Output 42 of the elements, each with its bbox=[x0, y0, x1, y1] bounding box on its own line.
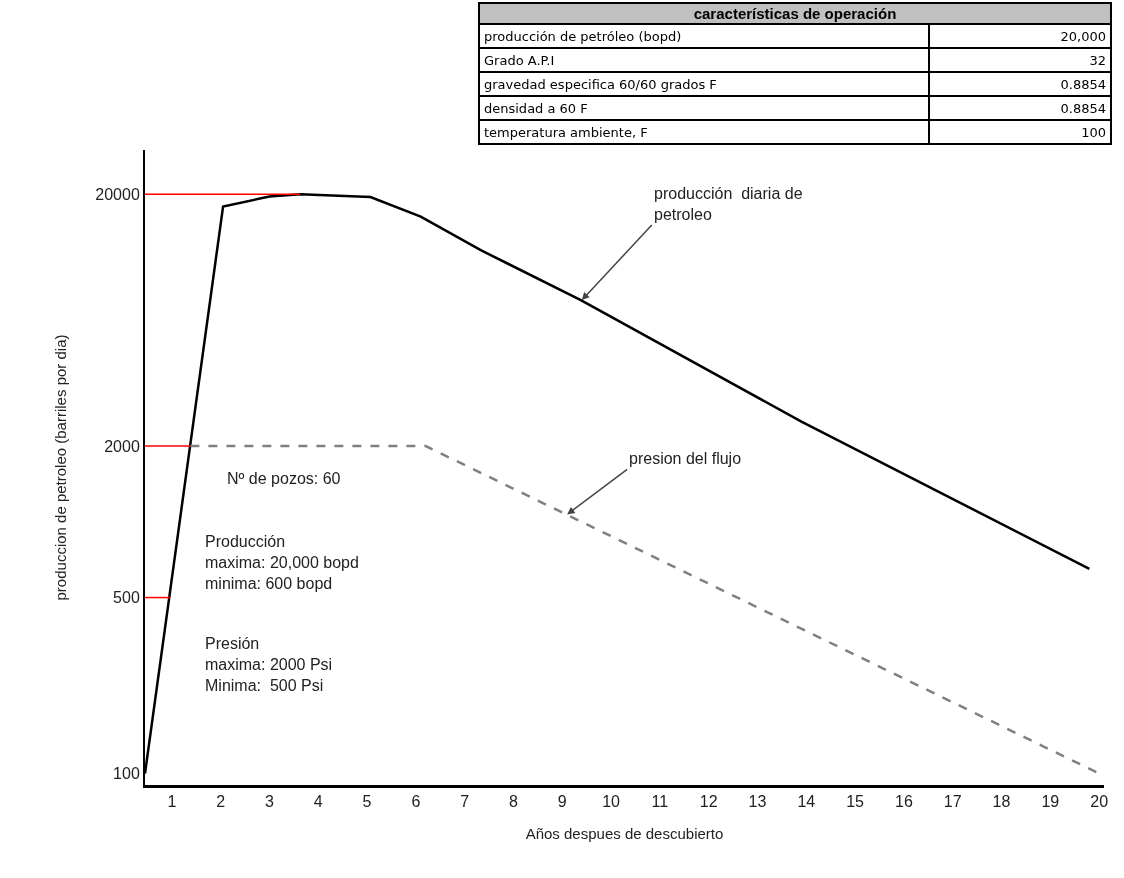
text: 0.8854 bbox=[929, 96, 1111, 120]
y-tick-label: 2000 bbox=[104, 437, 140, 455]
x-tick-label: 6 bbox=[411, 792, 421, 810]
x-tick-label: 4 bbox=[313, 792, 323, 810]
annotation: producción diaria de petroleo bbox=[654, 185, 803, 223]
x-tick-label: 3 bbox=[265, 792, 274, 810]
text: temperatura ambiente, F bbox=[479, 120, 929, 144]
y-tick-label: 20000 bbox=[95, 185, 140, 203]
y-tick-label: 100 bbox=[113, 765, 140, 783]
text: 0.8854 bbox=[929, 72, 1111, 96]
x-tick-label: 17 bbox=[943, 792, 962, 810]
x-tick-label: 7 bbox=[460, 792, 470, 810]
x-tick-label: 16 bbox=[895, 792, 913, 810]
x-tick-label: 14 bbox=[797, 792, 816, 810]
x-tick-label: 1 bbox=[167, 792, 177, 810]
text: producción de petróleo (bopd) bbox=[479, 24, 929, 48]
x-tick-label: 2 bbox=[216, 792, 226, 810]
text: gravedad especifica 60/60 grados F bbox=[479, 72, 929, 96]
x-tick-label: 5 bbox=[362, 792, 372, 810]
x-tick-label: 8 bbox=[509, 792, 519, 810]
text: características de operación bbox=[479, 3, 1111, 24]
text: 20,000 bbox=[929, 24, 1111, 48]
y-axis-title: produccion de petroleo (barriles por dia) bbox=[52, 334, 70, 601]
x-tick-label: 19 bbox=[1041, 792, 1060, 810]
x-axis-title: Años despues de descubierto bbox=[525, 824, 724, 842]
text: 100 bbox=[929, 120, 1111, 144]
x-tick-label: 11 bbox=[651, 792, 669, 810]
x-tick-label: 13 bbox=[748, 792, 767, 810]
x-tick-label: 18 bbox=[992, 792, 1011, 810]
text: Grado A.P.I bbox=[479, 48, 929, 72]
x-tick-label: 12 bbox=[699, 792, 718, 810]
text: densidad a 60 F bbox=[479, 96, 929, 120]
annotation: Presión maxima: 2000 Psi Minima: 500 Psi bbox=[205, 635, 333, 694]
annotation: Producción maxima: 20,000 bopd minima: 600 bopd bbox=[205, 533, 359, 592]
annotation: presion del flujo bbox=[629, 450, 742, 467]
annotation: Nº de pozos: 60 bbox=[227, 470, 341, 487]
x-tick-label: 10 bbox=[602, 792, 621, 810]
x-tick-label: 20 bbox=[1090, 792, 1109, 810]
x-tick-label: 9 bbox=[557, 792, 567, 810]
text: 32 bbox=[929, 48, 1111, 72]
y-tick-label: 500 bbox=[113, 589, 140, 607]
x-tick-label: 15 bbox=[846, 792, 865, 810]
